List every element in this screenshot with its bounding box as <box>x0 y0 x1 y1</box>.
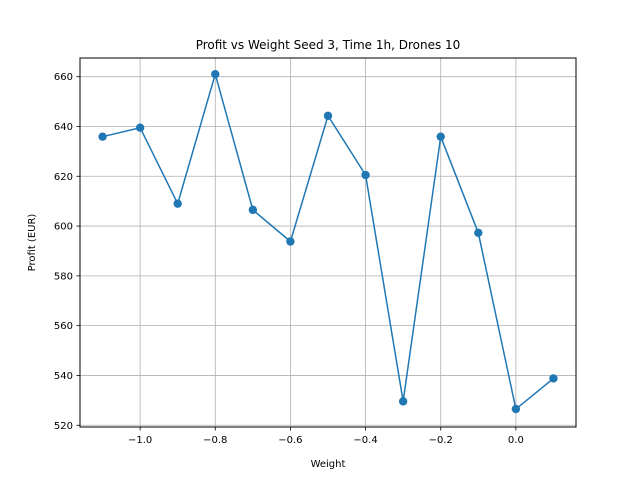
x-tick-label: 0.0 <box>508 435 524 446</box>
y-tick-label: 620 <box>54 172 73 183</box>
data-point <box>436 132 445 141</box>
x-axis-label: Weight <box>311 459 346 470</box>
y-tick-label: 600 <box>54 222 73 233</box>
x-tick-label: −0.8 <box>203 435 227 446</box>
x-tick-label: −1.0 <box>128 435 152 446</box>
data-point <box>549 374 558 383</box>
y-axis-ticks: 520 540 560 580 600 620 640 660 <box>54 72 80 432</box>
y-tick-label: 520 <box>54 421 73 432</box>
data-point <box>361 170 370 180</box>
plot-frame <box>79 57 577 428</box>
data-point <box>323 111 333 120</box>
y-tick-label: 640 <box>54 122 73 133</box>
data-point <box>248 205 258 215</box>
data-point <box>511 404 521 414</box>
y-axis-label: Profit (EUR) <box>27 214 38 272</box>
data-point <box>211 69 220 79</box>
y-tick-label: 660 <box>54 72 73 83</box>
data-point <box>135 123 145 132</box>
x-axis-ticks: −1.0 −0.8 −0.6 −0.4 −0.2 0.0 <box>128 427 524 446</box>
x-tick-label: −0.4 <box>353 435 377 446</box>
y-tick-label: 580 <box>54 271 73 282</box>
data-point <box>398 397 408 406</box>
x-tick-label: −0.6 <box>278 435 302 446</box>
data-point <box>98 132 107 141</box>
data-point <box>474 228 483 237</box>
y-tick-label: 540 <box>54 371 73 382</box>
data-series <box>98 69 558 414</box>
data-point <box>173 199 182 208</box>
data-point <box>286 237 295 246</box>
x-tick-label: −0.2 <box>429 435 453 446</box>
y-tick-label: 560 <box>54 321 73 332</box>
grid <box>80 58 576 427</box>
chart-title: Profit vs Weight Seed 3, Time 1h, Drones… <box>196 38 461 52</box>
